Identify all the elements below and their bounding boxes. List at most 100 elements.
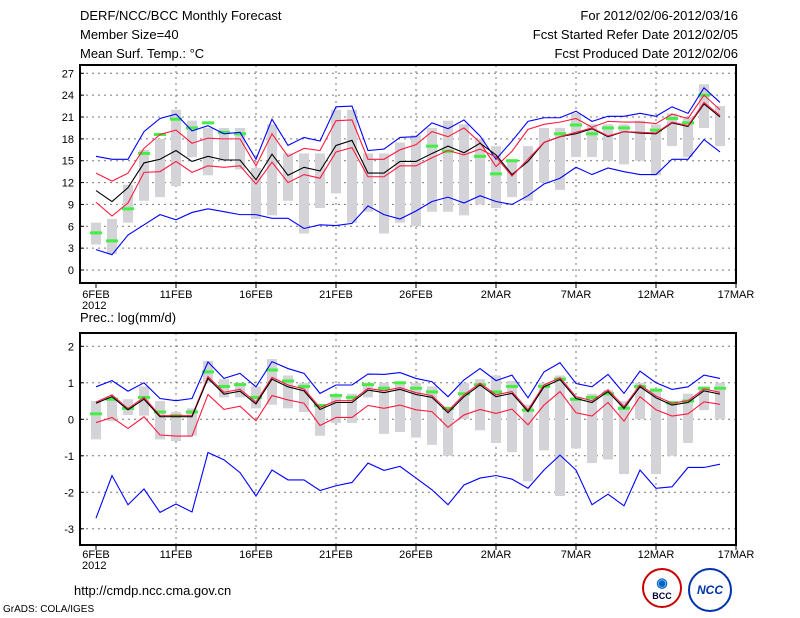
observed-marker xyxy=(698,386,710,390)
observed-marker xyxy=(378,386,390,390)
range-bar xyxy=(571,113,581,158)
range-bar xyxy=(667,401,677,456)
range-bar xyxy=(299,153,309,234)
range-bar xyxy=(539,127,549,183)
range-bar xyxy=(459,382,469,420)
observed-marker xyxy=(362,383,374,387)
y-tick-label: 18 xyxy=(62,134,74,146)
plot-frame xyxy=(79,332,737,546)
range-bar xyxy=(107,397,117,422)
range-bar xyxy=(411,135,421,227)
x-tick-label: 2MAR xyxy=(481,289,512,301)
range-bar xyxy=(459,124,469,216)
observed-marker xyxy=(202,370,214,374)
range-bar xyxy=(443,408,453,456)
range-bar xyxy=(507,160,517,198)
x-tick-label: 26FEB xyxy=(399,549,433,561)
observed-marker xyxy=(586,395,598,399)
observed-marker xyxy=(346,395,358,399)
y-tick-label: 9 xyxy=(68,199,74,211)
observed-marker xyxy=(506,384,518,388)
range-bar xyxy=(491,146,501,209)
precip-label: Prec.: log(mm/d) xyxy=(80,310,177,325)
observed-marker xyxy=(250,395,262,399)
observed-marker xyxy=(410,386,422,390)
x-tick-label: 17MAR xyxy=(718,549,755,561)
range-bar xyxy=(347,109,357,223)
series-line-upper xyxy=(95,94,721,182)
range-bar xyxy=(635,120,645,161)
website-url[interactable]: http://cmdp.ncc.cma.gov.cn xyxy=(74,583,232,598)
observed-marker xyxy=(90,412,102,416)
range-bar xyxy=(251,168,261,220)
x-tick-label: 7MAR xyxy=(561,549,592,561)
observed-marker xyxy=(138,151,150,155)
range-bar xyxy=(315,404,325,436)
observed-marker xyxy=(218,130,230,134)
observed-marker xyxy=(330,394,342,398)
x-tick-label: 21FEB xyxy=(319,549,353,561)
range-bar xyxy=(123,184,133,223)
range-bar xyxy=(427,386,437,445)
range-bar xyxy=(203,127,213,176)
x-tick-label: 16FEB xyxy=(239,549,273,561)
bcc-logo-mark: ◉ xyxy=(656,575,668,590)
observed-marker xyxy=(234,132,246,136)
range-bar xyxy=(539,382,549,451)
range-bar xyxy=(699,386,709,411)
observed-marker xyxy=(618,126,630,130)
range-bar xyxy=(347,393,357,423)
range-bar xyxy=(491,375,501,444)
observed-marker xyxy=(90,231,102,235)
range-bar xyxy=(219,379,229,398)
range-bar xyxy=(603,124,613,161)
observed-marker xyxy=(106,397,118,401)
range-bar xyxy=(715,382,725,420)
y-tick-label: 27 xyxy=(62,68,74,80)
range-bar xyxy=(379,153,389,234)
y-tick-label: 21 xyxy=(62,112,74,124)
range-bar xyxy=(235,127,245,170)
range-bar xyxy=(187,408,197,436)
x-tick-label: 26FEB xyxy=(399,289,433,301)
bcc-logo-text: BCC xyxy=(652,591,672,601)
observed-marker xyxy=(106,239,118,243)
series-line-min xyxy=(95,451,721,519)
series-line-mean xyxy=(95,377,721,418)
observed-marker xyxy=(394,381,406,385)
observed-marker xyxy=(218,384,230,388)
observed-marker xyxy=(282,379,294,383)
observed-marker xyxy=(490,172,502,176)
range-bar xyxy=(523,146,533,201)
y-tick-label: 12 xyxy=(62,178,74,190)
observed-marker xyxy=(586,132,598,136)
range-bar xyxy=(651,390,661,475)
observed-marker xyxy=(442,406,454,410)
range-bar xyxy=(235,382,245,398)
range-bar xyxy=(619,401,629,475)
observed-marker xyxy=(426,390,438,394)
observed-marker xyxy=(570,397,582,401)
range-bar xyxy=(139,149,149,201)
ncc-logo: NCC xyxy=(688,568,732,612)
observed-marker xyxy=(602,392,614,396)
x-tick-label: 12MAR xyxy=(638,289,675,301)
observed-marker xyxy=(442,149,454,153)
series-line-max xyxy=(95,360,721,402)
y-tick-label: -1 xyxy=(64,451,74,463)
x-tick-label: 16FEB xyxy=(239,289,273,301)
observed-marker xyxy=(298,384,310,388)
range-bar xyxy=(555,375,565,496)
y-tick-label: 15 xyxy=(62,156,74,168)
y-tick-label: 6 xyxy=(68,221,74,233)
forecast-start-date: Fcst Started Refer Date 2012/02/05 xyxy=(532,27,738,42)
range-bar xyxy=(427,127,437,212)
range-bar xyxy=(171,412,181,442)
range-bar xyxy=(219,127,229,161)
x-tick-label: 12MAR xyxy=(638,549,675,561)
y-tick-label: -3 xyxy=(64,524,74,536)
range-bar xyxy=(667,113,677,147)
observed-marker xyxy=(474,154,486,158)
range-bar xyxy=(587,393,597,464)
observed-marker xyxy=(170,117,182,121)
